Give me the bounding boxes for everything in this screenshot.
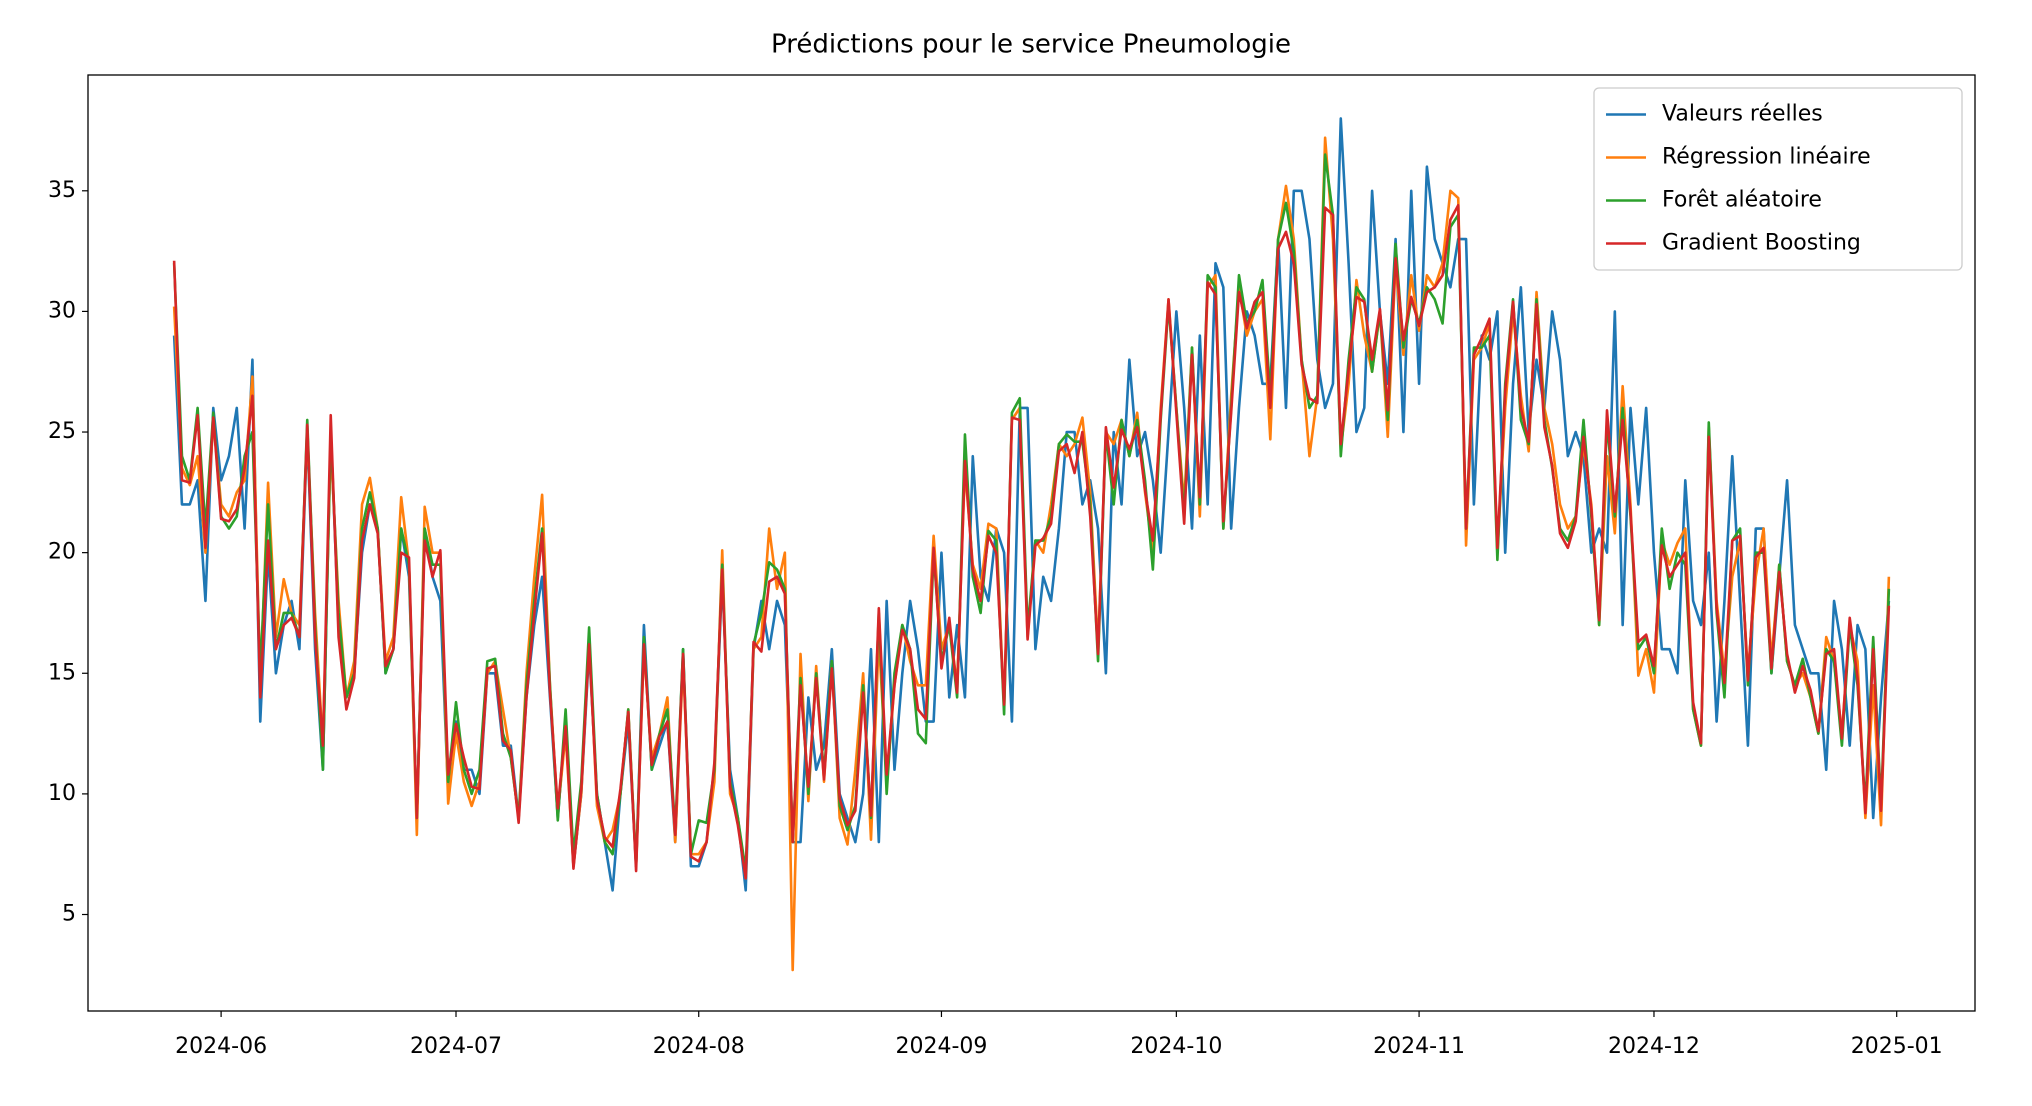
x-tick-label: 2024-12 [1608,1034,1700,1059]
legend-label: Régression linéaire [1662,145,1871,170]
legend-box [1593,87,1963,271]
y-tick-label: 35 [48,178,76,203]
y-tick-label: 25 [48,419,76,444]
x-tick-label: 2024-07 [410,1034,502,1059]
y-tick-label: 15 [48,660,76,685]
plot-frame [87,74,1976,1012]
x-tick-label: 2024-08 [653,1034,745,1059]
y-tick-label: 20 [48,540,76,565]
x-tick-label: 2024-11 [1373,1034,1465,1059]
y-tick-label: 30 [48,298,76,323]
chart-title: Prédictions pour le service Pneumologie [771,30,1291,60]
legend-label: Forêt aléatoire [1662,188,1822,213]
y-tick-label: 5 [62,902,76,927]
y-tick-label: 10 [48,781,76,806]
x-tick-label: 2024-06 [175,1034,267,1059]
x-tick-label: 2025-01 [1851,1034,1943,1059]
legend-label: Valeurs réelles [1662,102,1823,127]
legend-label: Gradient Boosting [1662,231,1861,256]
x-tick-label: 2024-10 [1130,1034,1222,1059]
x-tick-label: 2024-09 [895,1034,987,1059]
series-line [172,203,1891,880]
